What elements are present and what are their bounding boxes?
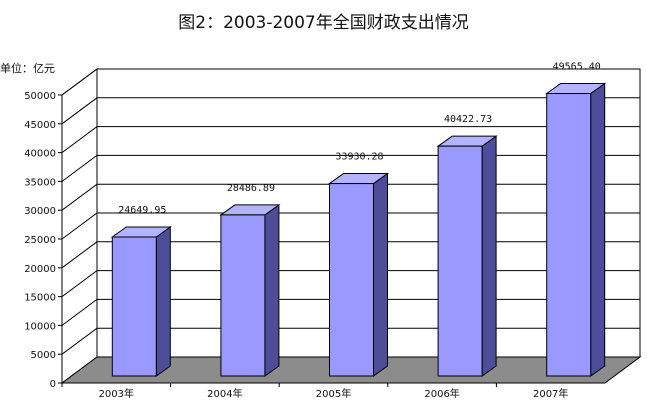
data-labels: 24649.95 28486.89 33930.28 40422.73 49565.40 (118, 62, 601, 217)
bar-side (373, 172, 388, 377)
x-axis-ticks: 2003年 2004年 2005年 2006年 2007年 (61, 383, 568, 400)
bar-front (111, 236, 157, 377)
gridline (61, 97, 640, 125)
y-axis-ticks: 0 5000 10000 15000 20000 25000 30000 35000 40000… (24, 91, 63, 390)
bar (436, 135, 498, 377)
x-tick-label: 2003年 (99, 387, 134, 400)
y-tick-label: 25000 (24, 235, 56, 246)
bar (545, 82, 607, 377)
data-label: 28486.89 (227, 183, 275, 194)
gridline (61, 126, 640, 154)
bar-front (220, 214, 266, 377)
bar (110, 226, 172, 377)
y-tick-label: 40000 (24, 149, 56, 160)
x-tick-label: 2007年 (533, 387, 568, 400)
bar-front (546, 93, 592, 377)
bar (327, 172, 390, 377)
y-tick-label: 50000 (24, 91, 56, 102)
data-label: 49565.40 (553, 62, 601, 73)
y-tick-label: 0 (50, 379, 56, 390)
data-label: 40422.73 (444, 114, 492, 125)
bar-side (155, 226, 171, 377)
y-tick-label: 15000 (24, 293, 56, 304)
bars (110, 82, 607, 377)
y-tick-label: 20000 (24, 264, 56, 275)
x-tick-label: 2006年 (424, 387, 459, 400)
data-label: 24649.95 (118, 205, 166, 216)
bar-front (329, 183, 374, 377)
bar-side (264, 203, 280, 377)
y-tick-label: 5000 (31, 350, 56, 361)
y-tick-label: 45000 (24, 120, 56, 131)
gridline (61, 68, 640, 96)
y-tick-label: 10000 (24, 321, 56, 332)
x-tick-label: 2004年 (207, 387, 242, 400)
bar-side (481, 135, 497, 377)
x-tick-label: 2005年 (316, 387, 351, 400)
y-axis-unit-label: 单位：亿元 (0, 62, 55, 75)
y-tick-label: 30000 (24, 206, 56, 217)
chart-title: 图2：2003-2007年全国财政支出情况 (178, 13, 469, 33)
bar-front (437, 145, 483, 377)
y-tick-label: 35000 (24, 177, 56, 188)
data-label: 33930.28 (335, 152, 383, 163)
bar (219, 203, 281, 377)
bar-side (590, 82, 606, 377)
